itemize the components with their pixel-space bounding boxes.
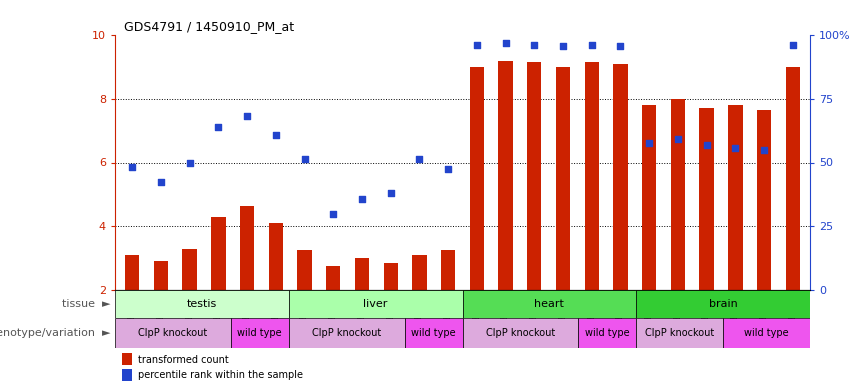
Point — [528, 41, 541, 48]
Point — [728, 145, 742, 151]
Bar — [269, 223, 283, 290]
Bar — [556, 67, 570, 290]
Point — [125, 164, 139, 170]
Bar — [614, 64, 628, 290]
Text: ClpP knockout: ClpP knockout — [312, 328, 381, 338]
Point — [355, 196, 368, 202]
Text: brain: brain — [709, 299, 738, 309]
Bar — [785, 67, 800, 290]
Bar — [757, 110, 771, 290]
Point — [757, 147, 771, 153]
Point — [413, 156, 426, 162]
Text: wild type: wild type — [745, 328, 789, 338]
Bar — [154, 262, 168, 290]
Bar — [637, 290, 810, 318]
Text: wild type: wild type — [411, 328, 456, 338]
Text: genotype/variation  ►: genotype/variation ► — [0, 328, 111, 338]
Point — [240, 113, 254, 119]
Point — [643, 140, 656, 146]
Bar — [384, 263, 398, 290]
Point — [557, 43, 570, 49]
Text: GDS4791 / 1450910_PM_at: GDS4791 / 1450910_PM_at — [123, 20, 294, 33]
Bar — [211, 217, 226, 290]
Bar — [462, 318, 579, 348]
Point — [384, 190, 397, 196]
Point — [671, 136, 685, 142]
Bar — [122, 369, 133, 381]
Bar — [115, 290, 288, 318]
Bar — [122, 353, 133, 365]
Point — [700, 142, 713, 148]
Point — [298, 156, 311, 162]
Bar — [404, 318, 462, 348]
Bar — [470, 67, 484, 290]
Bar — [240, 205, 254, 290]
Point — [327, 210, 340, 217]
Text: heart: heart — [534, 299, 564, 309]
Text: ClpP knockout: ClpP knockout — [486, 328, 555, 338]
Bar — [288, 290, 462, 318]
Text: testis: testis — [186, 299, 217, 309]
Bar — [288, 318, 404, 348]
Bar — [182, 248, 197, 290]
Point — [614, 43, 627, 49]
Bar — [637, 318, 723, 348]
Point — [212, 124, 226, 131]
Point — [442, 166, 455, 172]
Bar — [355, 258, 369, 290]
Point — [470, 41, 483, 48]
Bar — [231, 318, 288, 348]
Bar — [441, 250, 455, 290]
Bar — [462, 290, 637, 318]
Text: percentile rank within the sample: percentile rank within the sample — [138, 371, 303, 381]
Point — [499, 40, 512, 46]
Bar — [125, 255, 140, 290]
Bar — [585, 62, 599, 290]
Point — [786, 41, 800, 48]
Bar — [499, 61, 513, 290]
Bar — [326, 266, 340, 290]
Bar — [700, 108, 714, 290]
Text: ClpP knockout: ClpP knockout — [645, 328, 714, 338]
Bar — [115, 318, 231, 348]
Bar — [412, 255, 426, 290]
Bar — [723, 318, 810, 348]
Text: ClpP knockout: ClpP knockout — [139, 328, 208, 338]
Point — [154, 179, 168, 185]
Bar — [728, 105, 743, 290]
Bar — [297, 250, 311, 290]
Point — [183, 159, 197, 166]
Point — [585, 41, 598, 48]
Text: wild type: wild type — [585, 328, 630, 338]
Bar — [579, 318, 637, 348]
Bar — [671, 99, 685, 290]
Text: transformed count: transformed count — [138, 354, 229, 364]
Bar — [527, 62, 541, 290]
Text: liver: liver — [363, 299, 388, 309]
Text: tissue  ►: tissue ► — [62, 299, 111, 309]
Text: wild type: wild type — [237, 328, 282, 338]
Point — [269, 132, 283, 139]
Bar — [642, 105, 656, 290]
